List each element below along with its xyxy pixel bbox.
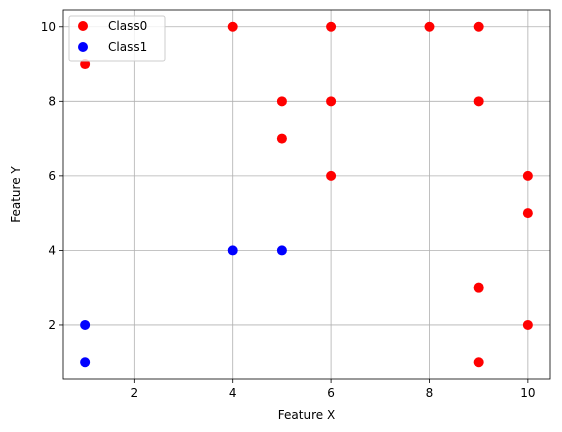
x-tick-label: 8 (426, 386, 434, 400)
data-point-class1 (80, 357, 91, 368)
data-point-class0 (473, 357, 484, 368)
legend-marker-class1 (78, 42, 88, 52)
data-point-class0 (522, 208, 533, 219)
y-tick-label: 10 (41, 20, 56, 34)
x-tick-label: 2 (131, 386, 139, 400)
plot-frame (62, 9, 551, 380)
data-point-class0 (276, 96, 287, 107)
data-point-class0 (522, 170, 533, 181)
data-point-class1 (276, 245, 287, 256)
y-tick-label: 4 (48, 243, 56, 257)
data-point-class1 (80, 319, 91, 330)
data-points (80, 21, 533, 368)
data-point-class0 (424, 21, 435, 32)
y-tick-label: 2 (48, 318, 56, 332)
legend: Class0 Class1 (68, 15, 166, 62)
data-point-class0 (276, 133, 287, 144)
legend-box (68, 15, 166, 62)
x-tick-label: 4 (229, 386, 237, 400)
data-point-class0 (473, 21, 484, 32)
y-axis-label: Feature Y (9, 166, 23, 223)
y-tick-label: 8 (48, 94, 56, 108)
x-tick-label: 6 (327, 386, 335, 400)
legend-entry-class1: Class1 (108, 40, 147, 54)
data-point-class0 (80, 59, 91, 70)
x-tick-label: 10 (520, 386, 535, 400)
data-point-class0 (326, 170, 337, 181)
legend-marker-class0 (78, 21, 88, 31)
data-point-class0 (522, 319, 533, 330)
data-point-class0 (473, 96, 484, 107)
data-point-class0 (473, 282, 484, 293)
data-point-class0 (326, 96, 337, 107)
x-axis-label: Feature X (278, 408, 335, 422)
data-point-class0 (326, 21, 337, 32)
y-tick-label: 6 (48, 169, 56, 183)
grid (63, 10, 550, 379)
data-point-class1 (227, 245, 238, 256)
axis-ticks: 2 4 6 8 10 2 4 6 8 10 (41, 20, 536, 400)
data-point-class0 (227, 21, 238, 32)
legend-entry-class0: Class0 (108, 19, 147, 33)
